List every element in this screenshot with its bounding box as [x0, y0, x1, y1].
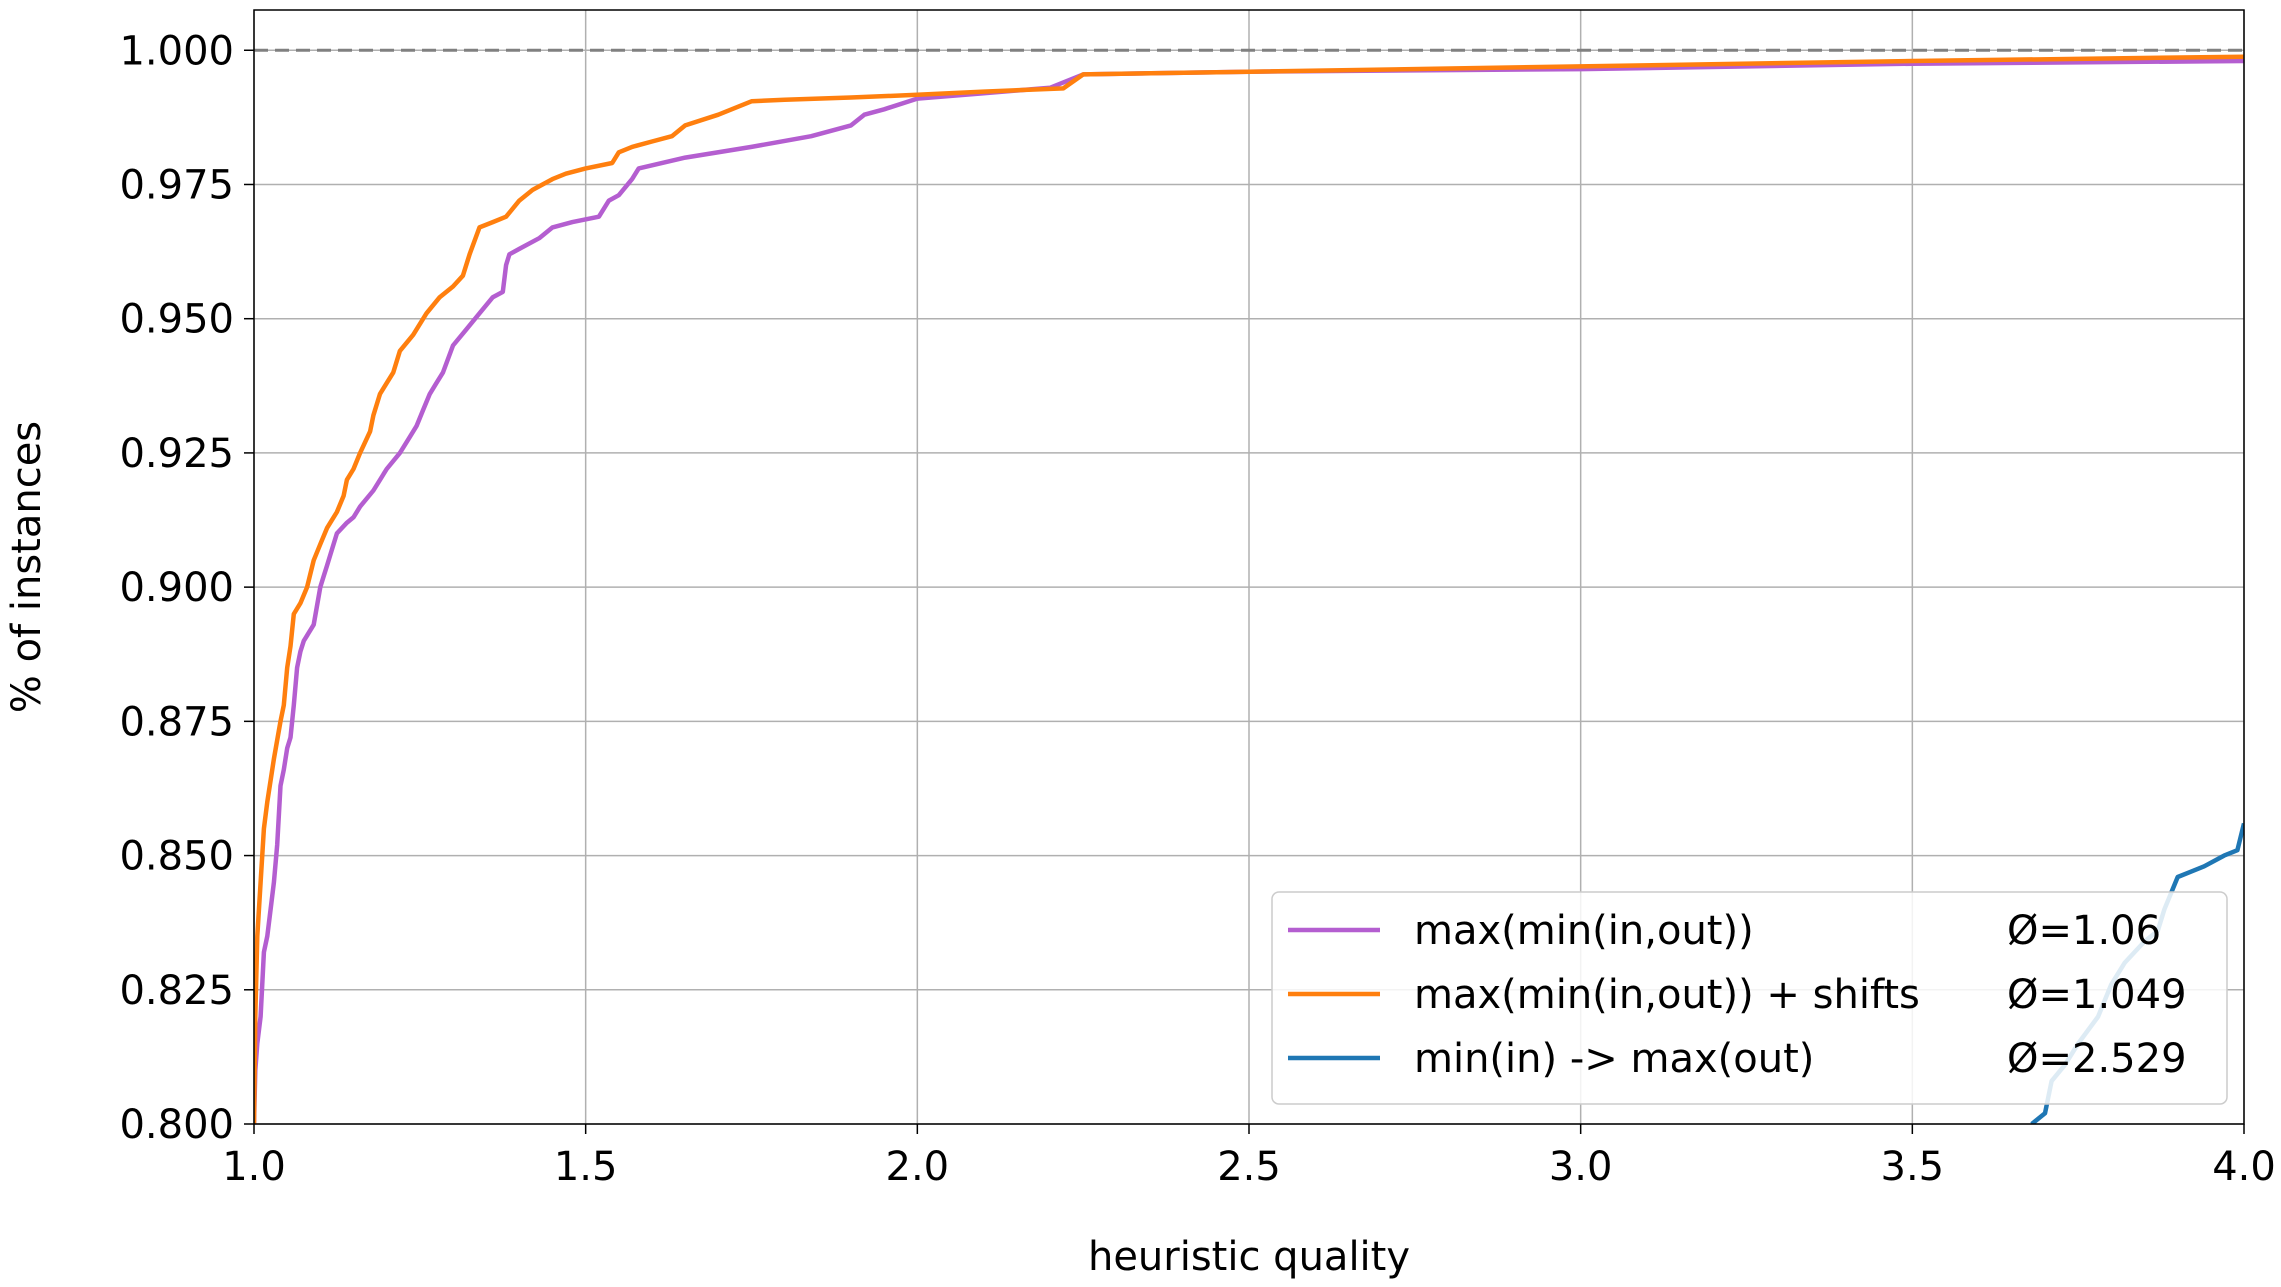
y-tick-label: 0.925	[119, 431, 234, 477]
y-tick-label: 0.875	[119, 699, 234, 745]
y-tick-label: 0.975	[119, 162, 234, 208]
x-tick-label: 4.0	[2212, 1144, 2276, 1190]
legend-average: Ø=2.529	[2007, 1036, 2187, 1082]
series-line-1	[254, 54, 2244, 1124]
legend-average: Ø=1.06	[2007, 908, 2161, 954]
y-axis: 0.800 0.825 0.850 0.875 0.900 0.925 0.950 0.975…	[119, 28, 254, 1148]
y-tick-label: 0.850	[119, 834, 234, 880]
legend-label: max(min(in,out)) + shifts	[1414, 972, 1920, 1018]
x-axis-title: heuristic quality	[1088, 1234, 1410, 1280]
legend: max(min(in,out)) Ø=1.06 max(min(in,out)) +…	[1271, 891, 2228, 1105]
x-tick-label: 3.0	[1549, 1144, 1613, 1190]
x-tick-label: 2.5	[1217, 1144, 1281, 1190]
y-tick-label: 0.800	[119, 1102, 234, 1148]
x-tick-label: 2.0	[886, 1144, 950, 1190]
y-tick-label: 0.950	[119, 297, 234, 343]
y-axis-title: % of instances	[4, 421, 50, 713]
x-tick-label: 1.5	[554, 1144, 618, 1190]
x-axis: 1.0 1.5 2.0 2.5 3.0 3.5 4.0	[222, 1124, 2276, 1190]
legend-label: max(min(in,out))	[1414, 908, 1754, 954]
y-tick-label: 1.000	[119, 28, 234, 74]
legend-box	[1271, 891, 2228, 1105]
x-tick-label: 1.0	[222, 1144, 286, 1190]
x-tick-label: 3.5	[1881, 1144, 1945, 1190]
series-line-0	[254, 58, 2244, 1124]
legend-average: Ø=1.049	[2007, 972, 2187, 1018]
legend-label: min(in) -> max(out)	[1414, 1036, 1814, 1082]
y-tick-label: 0.825	[119, 968, 234, 1014]
y-tick-label: 0.900	[119, 565, 234, 611]
